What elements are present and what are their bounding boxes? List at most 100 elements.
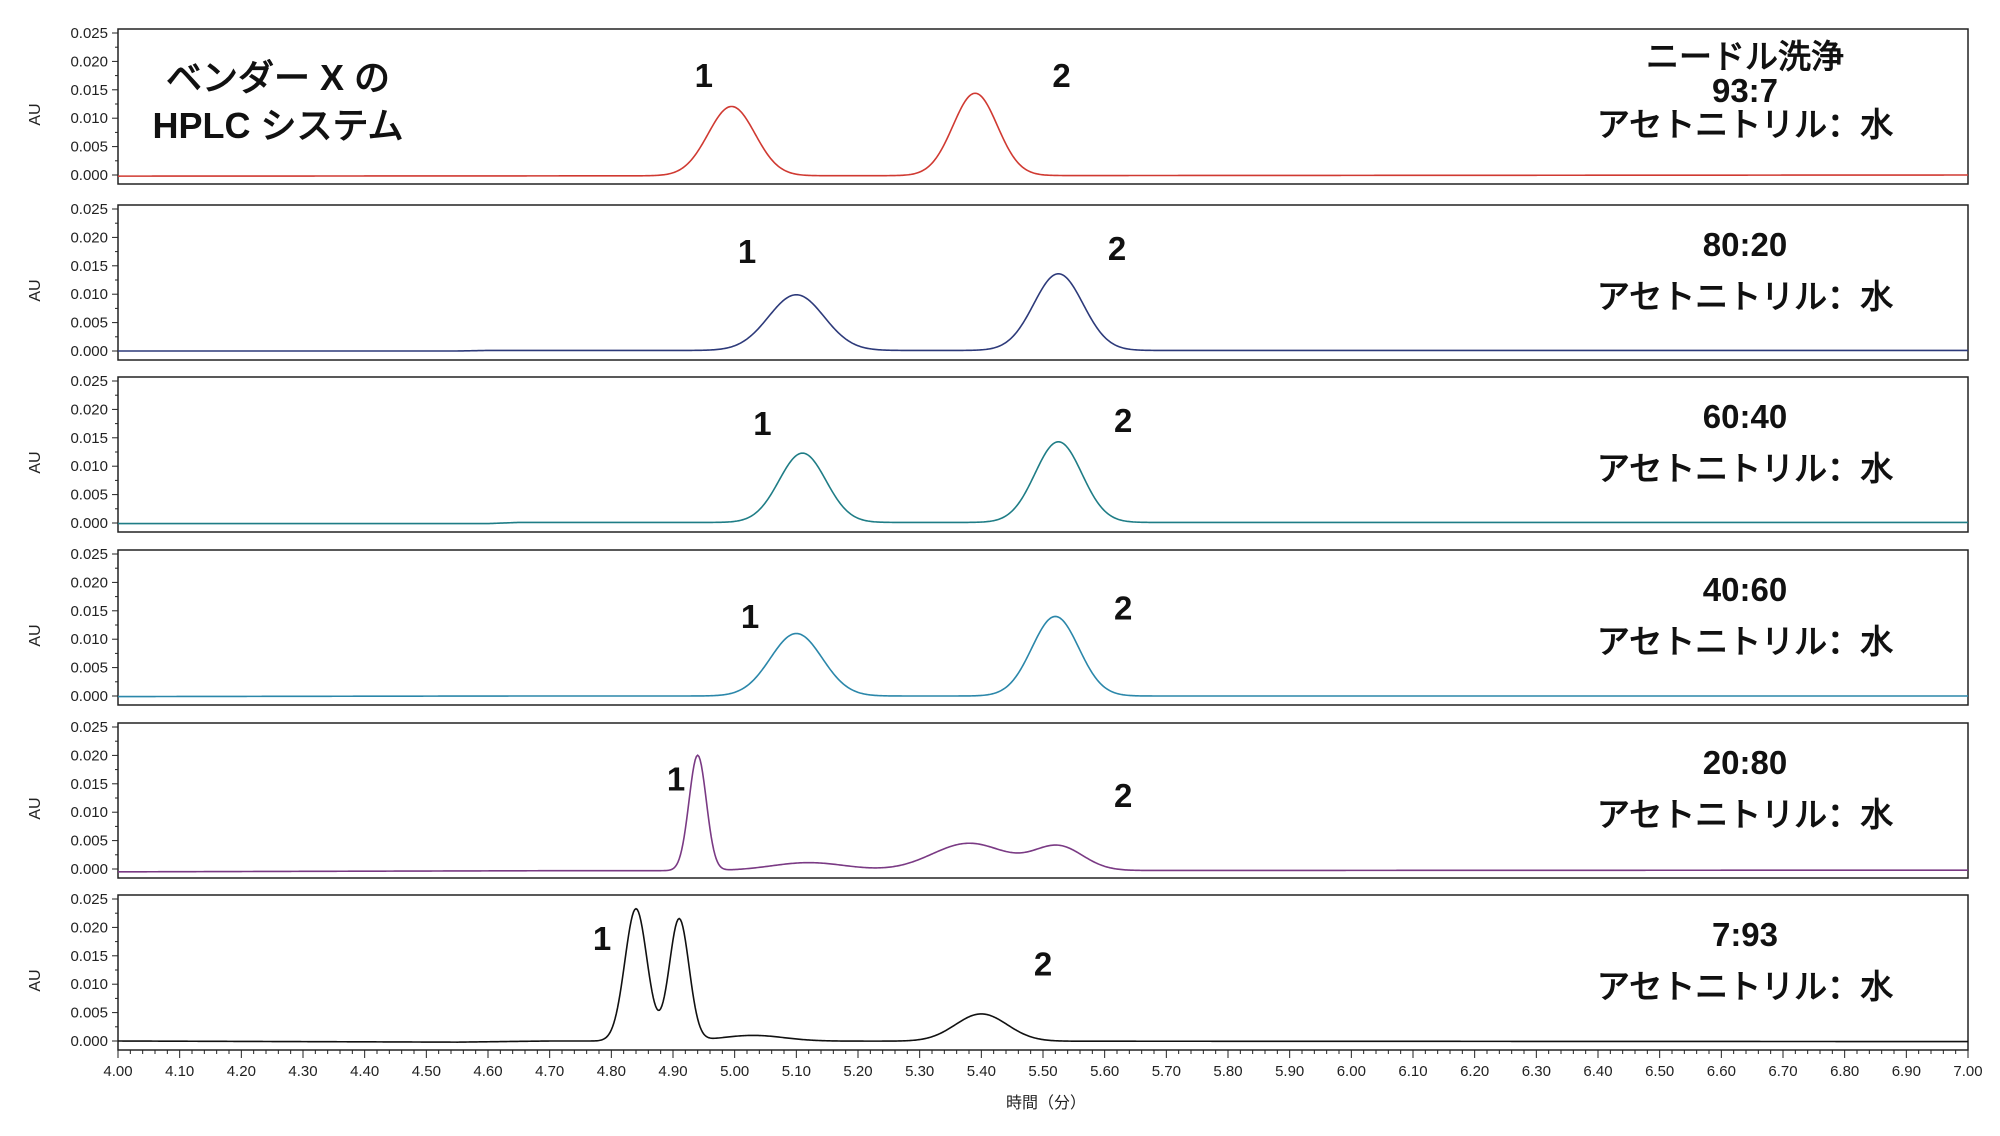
panel-annotation-line: アセトニトリル：水 — [1597, 796, 1894, 833]
x-tick-label: 6.10 — [1398, 1063, 1427, 1080]
y-tick-label: 0.000 — [70, 1033, 108, 1050]
x-tick-label: 6.00 — [1337, 1063, 1366, 1080]
peak-label: 1 — [695, 57, 713, 94]
panel-frame — [117, 204, 1969, 361]
y-tick-label: 0.020 — [70, 229, 108, 246]
y-tick-label: 0.010 — [70, 631, 108, 648]
x-tick-label: 6.60 — [1707, 1063, 1736, 1080]
series-line-3 — [118, 441, 1968, 525]
panel-annotation-line: 93:7 — [1712, 72, 1778, 109]
peak-label: 2 — [1114, 589, 1132, 626]
x-tick-label: 4.90 — [658, 1063, 687, 1080]
y-tick-label: 0.000 — [70, 688, 108, 705]
panel-annotation-line: 60:40 — [1703, 398, 1787, 435]
panel-annotation-line: 40:60 — [1703, 571, 1787, 608]
panel-frame — [117, 549, 1969, 706]
x-axis-title: 時間（分） — [1006, 1094, 1086, 1112]
y-tick-label: 0.010 — [70, 458, 108, 475]
x-tick-label: 5.20 — [843, 1063, 872, 1080]
y-tick-label: 0.015 — [70, 258, 108, 275]
peak-label: 2 — [1052, 57, 1070, 94]
x-tick-label: 4.30 — [288, 1063, 317, 1080]
panel-6: 0.000 0.005 0.010 0.015 0.020 0.025 AU 1 2 7:93 アセ… — [27, 891, 1969, 1051]
x-tick-label: 5.70 — [1152, 1063, 1181, 1080]
series-line-4 — [118, 615, 1968, 698]
y-tick-label: 0.000 — [70, 861, 108, 878]
x-tick-label: 4.50 — [412, 1063, 441, 1080]
panel-frame — [117, 28, 1969, 185]
y-tick-label: 0.000 — [70, 167, 108, 184]
y-tick-label: 0.015 — [70, 82, 108, 99]
x-tick-label: 4.00 — [103, 1063, 132, 1080]
x-tick-label: 5.50 — [1028, 1063, 1057, 1080]
y-tick-label: 0.020 — [70, 401, 108, 418]
y-tick-label: 0.005 — [70, 139, 108, 156]
y-tick-label: 0.025 — [70, 201, 108, 218]
x-tick-label: 6.90 — [1892, 1063, 1921, 1080]
series-line-5 — [118, 754, 1968, 873]
x-axis: 4.00 4.10 4.20 4.30 4.40 4.50 4.60 4.70 4.80 4.90… — [103, 1050, 1983, 1080]
y-tick-label: 0.005 — [70, 833, 108, 850]
y-tick-label: 0.020 — [70, 747, 108, 764]
peak-label: 1 — [593, 920, 611, 957]
x-tick-label: 5.90 — [1275, 1063, 1304, 1080]
peak-label: 2 — [1034, 946, 1052, 983]
x-tick-label: 5.30 — [905, 1063, 934, 1080]
y-tick-label: 0.005 — [70, 487, 108, 504]
panel-annotation-line: アセトニトリル：水 — [1597, 278, 1894, 315]
x-tick-label: 4.40 — [350, 1063, 379, 1080]
panel-1: 0.000 0.005 0.010 0.015 0.020 0.025 AU 1 2 ニードル洗浄… — [27, 25, 1969, 185]
series-line-1 — [118, 92, 1968, 177]
y-tick-label: 0.025 — [70, 719, 108, 736]
x-tick-label: 5.00 — [720, 1063, 749, 1080]
panel-annotation-line: 80:20 — [1703, 226, 1787, 263]
panel-annotation-line: 7:93 — [1712, 916, 1778, 953]
panel-annotation-line: アセトニトリル：水 — [1597, 968, 1894, 1005]
x-tick-label: 6.70 — [1768, 1063, 1797, 1080]
y-tick-label: 0.015 — [70, 430, 108, 447]
y-tick-label: 0.020 — [70, 919, 108, 936]
peak-label: 2 — [1114, 777, 1132, 814]
x-tick-label: 5.40 — [967, 1063, 996, 1080]
peak-label: 1 — [667, 761, 685, 798]
y-tick-label: 0.015 — [70, 776, 108, 793]
panel-frame — [117, 376, 1969, 533]
peak-label: 1 — [738, 233, 756, 270]
y-tick-label: 0.025 — [70, 373, 108, 390]
series-line-6 — [118, 907, 1968, 1043]
x-tick-label: 7.00 — [1953, 1063, 1982, 1080]
x-tick-label: 5.80 — [1213, 1063, 1242, 1080]
vendor-label-line: HPLC システム — [153, 105, 404, 146]
y-tick-label: 0.015 — [70, 603, 108, 620]
y-tick-label: 0.020 — [70, 53, 108, 70]
y-tick-label: 0.010 — [70, 286, 108, 303]
panel-5: 0.000 0.005 0.010 0.015 0.020 0.025 AU 1 2 20:80 ア… — [27, 719, 1969, 879]
peak-label: 2 — [1108, 230, 1126, 267]
y-tick-label: 0.005 — [70, 315, 108, 332]
x-tick-label: 5.60 — [1090, 1063, 1119, 1080]
panel-annotation-line: アセトニトリル：水 — [1597, 623, 1894, 660]
y-tick-label: 0.010 — [70, 110, 108, 127]
x-tick-label: 4.20 — [227, 1063, 256, 1080]
panel-annotation-line: ニードル洗浄 — [1646, 38, 1844, 75]
y-tick-label: 0.005 — [70, 1005, 108, 1022]
x-tick-label: 6.50 — [1645, 1063, 1674, 1080]
panel-annotation-line: アセトニトリル：水 — [1597, 450, 1894, 487]
x-tick-label: 4.10 — [165, 1063, 194, 1080]
y-axis-title: AU — [27, 624, 44, 646]
y-axis-title: AU — [27, 969, 44, 991]
y-tick-label: 0.005 — [70, 660, 108, 677]
panel-annotation-line: 20:80 — [1703, 744, 1787, 781]
series-line-2 — [118, 272, 1968, 352]
y-axis-title: AU — [27, 797, 44, 819]
panel-4: 0.000 0.005 0.010 0.015 0.020 0.025 AU 1 2 40:60 ア… — [27, 546, 1969, 706]
panel-2: 0.000 0.005 0.010 0.015 0.020 0.025 AU 1 2 80:20 ア… — [27, 201, 1969, 361]
y-tick-label: 0.025 — [70, 25, 108, 42]
y-tick-label: 0.020 — [70, 574, 108, 591]
peak-label: 2 — [1114, 402, 1132, 439]
vendor-label: ベンダー X の HPLC システム — [153, 57, 404, 146]
panel-annotation-line: アセトニトリル：水 — [1597, 106, 1894, 143]
y-tick-label: 0.010 — [70, 976, 108, 993]
x-tick-label: 6.80 — [1830, 1063, 1859, 1080]
